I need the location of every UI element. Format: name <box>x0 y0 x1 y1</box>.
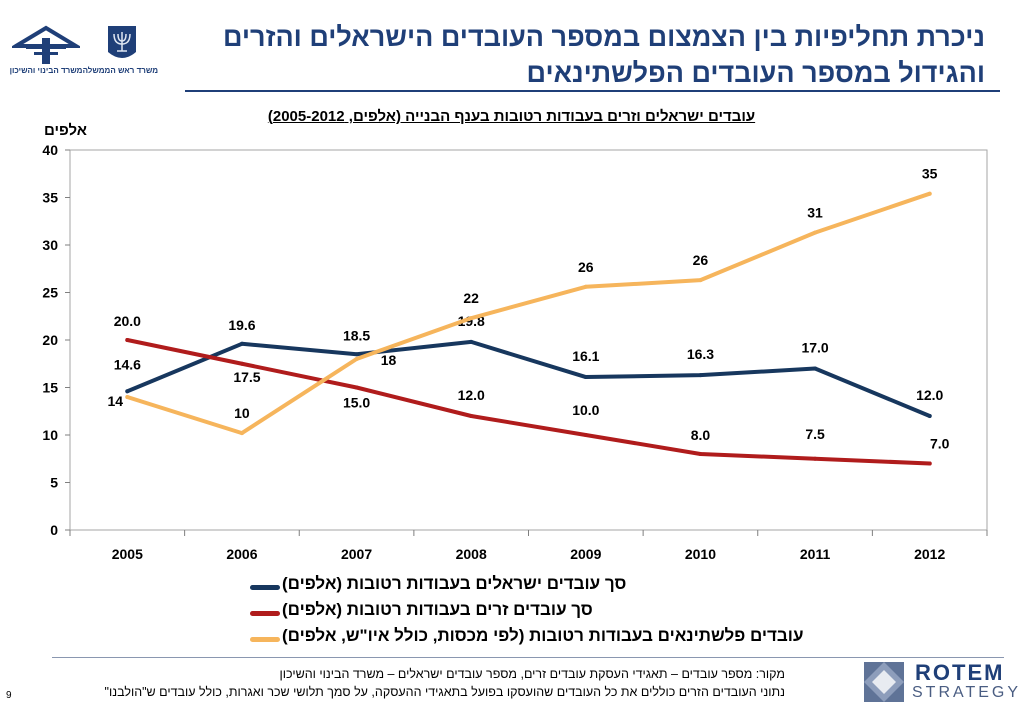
data-point <box>813 366 818 371</box>
data-point <box>927 461 932 466</box>
data-label: 18 <box>381 352 397 368</box>
data-point <box>583 375 588 380</box>
data-label: 17.5 <box>233 369 260 385</box>
data-label: 14.6 <box>114 356 141 372</box>
y-tick-label: 15 <box>42 380 58 396</box>
series-line-2 <box>125 191 932 436</box>
data-label: 20.0 <box>114 313 141 329</box>
data-label: 19.6 <box>228 317 255 333</box>
data-point <box>125 389 130 394</box>
data-label: 15.0 <box>343 395 370 411</box>
logo2-caption: משרד ראש הממשלה <box>82 66 158 75</box>
data-label: 26 <box>693 252 709 268</box>
chart-title: עובדים ישראלים וזרים בעבודות רטובות בענף… <box>267 108 756 125</box>
data-label: 8.0 <box>691 427 711 443</box>
legend-item-israeli: סך עובדים ישראלים בעבודות רטובות (אלפים) <box>250 574 810 598</box>
legend-swatch-israeli <box>250 585 280 590</box>
y-tick-label: 40 <box>42 142 58 158</box>
y-tick-label: 30 <box>42 237 58 253</box>
x-tick-label: 2010 <box>685 546 716 562</box>
brand-name-bottom: STRATEGY <box>912 684 1022 701</box>
legend-label-palestinian: עובדים פלשתינאים בעבודות רטובות (לפי מכס… <box>282 626 804 645</box>
rotem-logo-icon <box>864 662 904 702</box>
data-point <box>813 456 818 461</box>
data-label: 7.5 <box>805 426 825 442</box>
data-point <box>354 352 359 357</box>
data-label: 10.0 <box>572 402 599 418</box>
data-label: 10 <box>234 405 250 421</box>
y-tick-label: 35 <box>42 190 58 206</box>
source-note: מקור: מספר עובדים – תאגידי העסקת עובדים … <box>279 667 785 681</box>
data-label: 35 <box>922 166 938 182</box>
legend-label-israeli: סך עובדים ישראלים בעבודות רטובות (אלפים) <box>282 574 627 593</box>
x-tick-label: 2007 <box>341 546 372 562</box>
x-tick-label: 2006 <box>226 546 257 562</box>
menorah-emblem-icon <box>106 24 138 64</box>
data-label: 12.0 <box>916 387 943 403</box>
series-line-0 <box>125 339 932 418</box>
data-label: 31 <box>807 205 823 221</box>
data-point <box>125 395 130 399</box>
y-axis-unit-label: אלפים <box>44 122 88 139</box>
data-label: 17.0 <box>801 340 828 356</box>
data-point <box>927 191 932 196</box>
y-tick-label: 5 <box>50 475 58 491</box>
legend-label-foreign: סך עובדים זרים בעבודות רטובות (אלפים) <box>282 600 593 619</box>
legend-item-palestinian: עובדים פלשתינאים בעבודות רטובות (לפי מכס… <box>250 626 810 650</box>
x-tick-label: 2012 <box>914 546 945 562</box>
data-point <box>813 230 818 235</box>
data-point <box>469 414 474 418</box>
data-point <box>698 452 703 456</box>
slide-title-line-1: ניכרת תחליפיות בין הצמצום במספר העובדים … <box>222 22 985 52</box>
data-point <box>698 373 703 378</box>
data-point <box>583 284 588 289</box>
slide-title-line-2: והגידול במספר העובדים הפלשתינאים <box>526 58 985 88</box>
data-point <box>239 431 244 436</box>
data-point <box>239 361 244 366</box>
logo1-caption: משרד הבינוי והשיכון <box>9 66 83 75</box>
y-tick-label: 0 <box>50 522 58 538</box>
y-tick-label: 20 <box>42 332 58 348</box>
data-point <box>239 341 244 346</box>
y-tick-label: 25 <box>42 285 58 301</box>
legend-swatch-foreign <box>250 611 280 616</box>
data-label: 16.1 <box>572 348 599 364</box>
plot-area-frame <box>69 149 988 531</box>
legend-swatch-palestinian <box>250 637 280 642</box>
x-tick-label: 2008 <box>456 546 487 562</box>
data-point <box>583 433 588 437</box>
data-point <box>469 339 474 344</box>
data-point <box>927 414 932 418</box>
footer-rule <box>52 657 1004 658</box>
y-tick-label: 10 <box>42 427 58 443</box>
data-label: 18.5 <box>343 327 370 343</box>
data-point <box>125 338 130 342</box>
data-label: 7.0 <box>930 436 950 452</box>
data-point <box>698 278 703 283</box>
data-label: 26 <box>578 259 594 275</box>
x-tick-label: 2009 <box>570 546 601 562</box>
data-point <box>469 316 474 321</box>
data-label: 16.3 <box>687 346 714 362</box>
legend-item-foreign: סך עובדים זרים בעבודות רטובות (אלפים) <box>250 600 810 624</box>
x-tick-label: 2011 <box>800 546 831 562</box>
page-number: 9 <box>6 690 12 701</box>
data-label: 22 <box>463 290 479 306</box>
data-label: 12.0 <box>458 387 485 403</box>
x-tick-label: 2005 <box>112 546 143 562</box>
foreign-workers-note: נתוני העובדים הזרים כוללים את כל העובדים… <box>104 685 785 699</box>
data-label: 14 <box>108 393 124 409</box>
data-point <box>354 385 359 390</box>
brand-name-top: ROTEM <box>915 660 1005 685</box>
title-underline <box>185 90 1000 92</box>
house-icon <box>8 24 84 68</box>
series-line-1 <box>125 338 932 466</box>
data-point <box>354 357 359 361</box>
